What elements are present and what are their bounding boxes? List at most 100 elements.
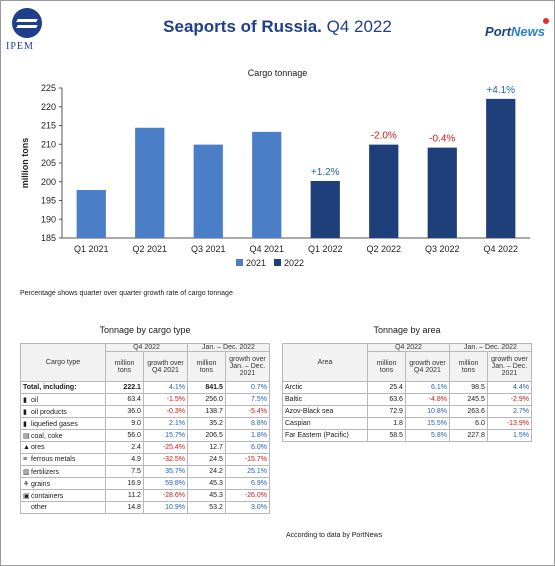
y-axis-label: million tons [20, 138, 30, 189]
area-q4-growth-cell: 5.8% [404, 429, 451, 442]
cargo-label: fertilizers [31, 468, 60, 476]
bar [76, 190, 106, 238]
q4-tons-cell: 7.5 [105, 465, 144, 478]
cargo-name-cell: ▲ores [19, 441, 107, 454]
area-col-year-growth: growth over Jan. – Dec. 2021 [486, 351, 533, 382]
bar [486, 98, 516, 238]
table-row: ▤coal, coke 56.0 15.7% 206.5 1.8% [19, 429, 271, 442]
cargo-name-cell: ▮ oil [19, 393, 107, 406]
col-q4-mt: million tons [105, 351, 144, 382]
area-q4-growth-cell: 6.1% [404, 381, 451, 394]
q4-growth-cell: 15.7% [142, 429, 189, 442]
y-tick-label: 215 [41, 121, 56, 131]
q4-growth-cell: -1.5% [142, 393, 189, 406]
q4-tons-cell: 4.9 [105, 453, 144, 466]
cargo-name-cell: other [19, 501, 107, 514]
legend-swatch [236, 259, 243, 266]
table-row: Caspian 1.8 15.5% 6.0 -13.9% [281, 417, 533, 430]
year-tons-cell: 12.7 [187, 441, 226, 454]
area-group-year: Jan. – Dec. 2022 [449, 343, 532, 352]
q4-tons-cell: 56.0 [105, 429, 144, 442]
x-tick-label: Q1 2022 [308, 244, 343, 254]
q4-growth-cell: 10.9% [142, 501, 189, 514]
area-year-tons-cell: 6.0 [449, 417, 488, 430]
chart-title: Cargo tonnage [247, 68, 308, 78]
cargo-tonnage-chart: 185 190 195 200 205 210 215 220 225 million tons Q… [20, 83, 530, 268]
table-row: Total, including: 222.1 4.1% 841.5 0.7% [19, 381, 271, 394]
table-row: ▮ oil products 36.0 -0.3% 138.7 -5.4% [19, 405, 271, 418]
x-tick-label: Q3 2021 [191, 244, 226, 254]
table-row: ⚘ grains 16.9 59.8% 45.3 6.9% [19, 477, 271, 490]
area-q4-growth-cell: 15.5% [404, 417, 451, 430]
area-year-tons-cell: 263.6 [449, 405, 488, 418]
col-year-growth: growth over Jan. – Dec. 2021 [224, 351, 271, 382]
area-table-title: Tonnage by area [373, 325, 441, 335]
group-year: Jan. – Dec. 2022 [187, 343, 270, 352]
area-q4-growth-cell: -4.8% [404, 393, 451, 406]
y-tick-label: 200 [41, 177, 56, 187]
cargo-name-cell: ▣containers [19, 489, 107, 502]
chart-footnote: Percentage shows quarter over quarter gr… [20, 290, 233, 297]
y-tick-label: 210 [41, 139, 56, 149]
cargo-label: oil products [31, 408, 67, 416]
legend-swatch [274, 259, 281, 266]
year-growth-cell: -26.0% [224, 489, 271, 502]
portnews-logo-part2: News [511, 24, 545, 39]
q4-growth-cell: 2.1% [142, 417, 189, 430]
area-year-growth-cell: 2.7% [486, 405, 533, 418]
q4-tons-cell: 16.9 [105, 477, 144, 490]
cargo-icon: ⚘ [23, 480, 30, 488]
cargo-icon: ▥ [23, 468, 30, 476]
y-tick-label: 220 [41, 102, 56, 112]
year-growth-cell: -15.7% [224, 453, 271, 466]
area-year-growth-cell: 1.5% [486, 429, 533, 442]
cargo-icon: ≡ [23, 456, 28, 463]
year-growth-cell: 25.1% [224, 465, 271, 478]
q4-tons-cell: 11.2 [105, 489, 144, 502]
year-tons-cell: 24.2 [187, 465, 226, 478]
year-growth-cell: 8.8% [224, 417, 271, 430]
year-growth-cell: 1.8% [224, 429, 271, 442]
table-row: Baltic 63.6 -4.8% 245.5 -2.9% [281, 393, 533, 406]
q4-growth-cell: -0.3% [142, 405, 189, 418]
year-tons-cell: 841.5 [187, 381, 226, 394]
table-row: ▮ oil 63.4 -1.5% 256.0 7.5% [19, 393, 271, 406]
area-year-growth-cell: 4.4% [486, 381, 533, 394]
portnews-logo-part1: Port [485, 24, 512, 39]
cargo-icon: ▤ [23, 432, 30, 440]
year-tons-cell: 24.5 [187, 453, 226, 466]
cargo-name-cell: Total, including: [19, 381, 107, 394]
area-year-tons-cell: 245.5 [449, 393, 488, 406]
x-tick-label: Q2 2021 [132, 244, 167, 254]
cargo-name-cell: ▥fertilizers [19, 465, 107, 478]
bar [369, 144, 399, 238]
table-row: ≡ ferrous metals 4.9 -32.5% 24.5 -15.7% [19, 453, 271, 466]
portnews-logo: PortNews [485, 18, 549, 39]
q4-growth-cell: 35.7% [142, 465, 189, 478]
ipem-logo: IPEM [6, 8, 52, 54]
bar [135, 127, 165, 238]
y-tick-label: 195 [41, 196, 56, 206]
q4-tons-cell: 9.0 [105, 417, 144, 430]
area-q4-growth-cell: 10.8% [404, 405, 451, 418]
portnews-dot-icon [543, 18, 549, 24]
cargo-type-table: Cargo type Q4 2022 Jan. – Dec. 2022 mill… [19, 343, 271, 514]
y-tick-label: 185 [41, 233, 56, 243]
area-name-cell: Caspian [281, 417, 369, 430]
y-tick-label: 225 [41, 83, 56, 93]
page-title-main: Seaports of Russia. [163, 17, 322, 36]
year-tons-cell: 138.7 [187, 405, 226, 418]
table-row: Azov-Black sea 72.9 10.8% 263.6 2.7% [281, 405, 533, 418]
x-tick-label: Q4 2021 [249, 244, 284, 254]
x-tick-label: Q2 2022 [366, 244, 401, 254]
year-growth-cell: -5.4% [224, 405, 271, 418]
year-tons-cell: 53.2 [187, 501, 226, 514]
cargo-label: other [31, 504, 47, 511]
cargo-label: containers [31, 492, 64, 500]
source-note: According to data by PortNews [286, 532, 383, 539]
table-row: ▥fertilizers 7.5 35.7% 24.2 25.1% [19, 465, 271, 478]
q4-tons-cell: 63.4 [105, 393, 144, 406]
year-tons-cell: 45.3 [187, 477, 226, 490]
cargo-label: ferrous metals [31, 456, 76, 463]
year-tons-cell: 35.2 [187, 417, 226, 430]
